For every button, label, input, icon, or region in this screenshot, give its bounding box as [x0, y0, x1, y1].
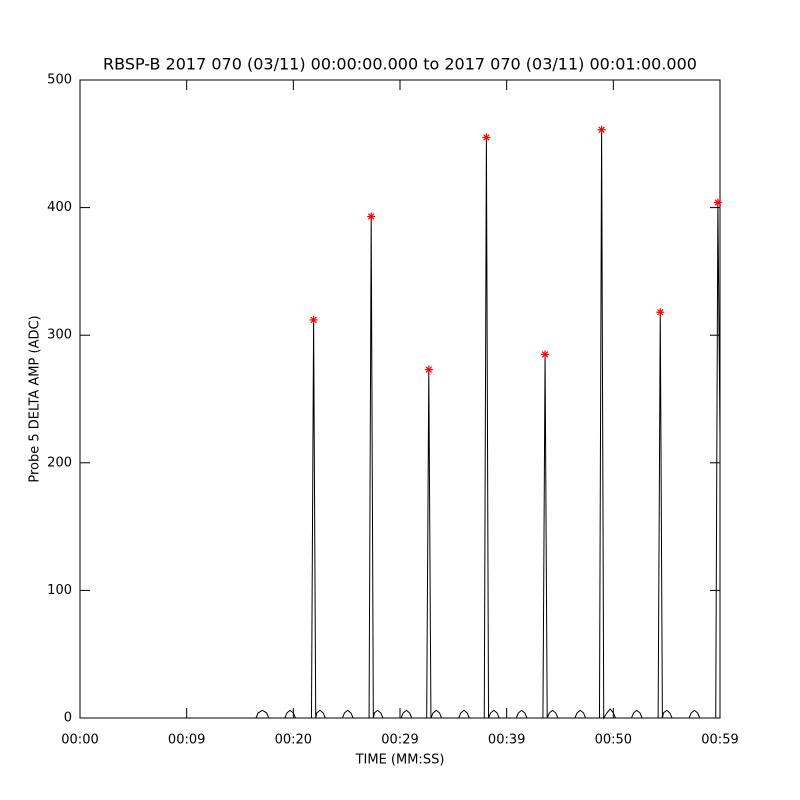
x-tick-label: 00:00: [61, 733, 98, 748]
y-tick-label: 400: [47, 200, 72, 215]
y-tick-label: 200: [47, 455, 72, 470]
peak-marker: [482, 133, 491, 142]
x-tick-label: 00:29: [381, 733, 418, 748]
x-tick-label: 00:59: [701, 733, 738, 748]
chart-title: RBSP-B 2017 070 (03/11) 00:00:00.000 to …: [103, 55, 697, 74]
peak-marker: [367, 212, 376, 221]
y-tick-label: 300: [47, 328, 72, 343]
x-tick-label: 00:50: [595, 733, 632, 748]
data-line: [80, 129, 721, 720]
peak-marker: [424, 365, 433, 374]
x-tick-label: 00:39: [488, 733, 525, 748]
peak-marker: [713, 198, 722, 207]
x-tick-label: 00:09: [168, 733, 205, 748]
peak-marker: [597, 125, 606, 134]
marker-stroke: [367, 213, 375, 220]
marker-stroke: [598, 126, 605, 133]
y-tick-label: 500: [47, 73, 72, 88]
y-axis-label: Probe 5 DELTA AMP (ADC): [28, 315, 43, 482]
marker-stroke: [657, 309, 664, 316]
peak-marker: [656, 308, 665, 317]
marker-stroke: [483, 134, 490, 141]
x-tick-label: 00:20: [275, 733, 312, 748]
x-axis-label: TIME (MM:SS): [355, 753, 445, 768]
y-tick-label: 100: [47, 583, 72, 598]
marker-stroke: [714, 199, 722, 206]
peak-marker: [309, 315, 318, 324]
marker-stroke: [310, 316, 317, 324]
peak-marker: [541, 350, 550, 359]
marker-stroke: [541, 351, 549, 358]
marker-stroke: [425, 366, 433, 373]
y-tick-label: 0: [64, 711, 72, 726]
